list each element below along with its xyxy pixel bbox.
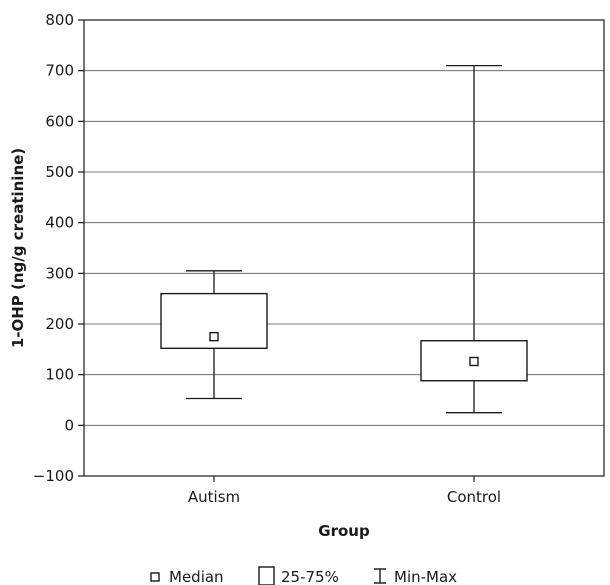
y-axis-title: 1-OHP (ng/g creatinine) — [9, 148, 27, 348]
y-tick-label: 700 — [45, 62, 74, 80]
x-tick-label: Control — [447, 488, 501, 506]
median-marker — [209, 331, 219, 342]
legend-whisker-symbol — [374, 568, 386, 584]
y-tick-label: 500 — [45, 163, 74, 181]
y-axis-ticks: −100 0 100 200 300 400 500 600 700 800 — [33, 11, 84, 485]
median-marker — [469, 356, 479, 367]
legend-box-label: 25-75% — [281, 568, 339, 585]
box-group-control — [420, 64, 528, 414]
plot-frame — [83, 19, 605, 477]
y-tick-label: 800 — [45, 11, 74, 29]
box-series — [160, 64, 528, 414]
legend: Median 25-75% Min-Max — [150, 566, 457, 585]
y-tick-label: 0 — [64, 416, 74, 434]
box-group-autism — [160, 270, 268, 400]
y-tick-label: 300 — [45, 264, 74, 282]
y-tick-label: −100 — [33, 467, 74, 485]
legend-whisker-label: Min-Max — [394, 568, 457, 585]
x-axis-ticks: Autism Control — [188, 476, 501, 506]
x-axis-title: Group — [318, 522, 370, 540]
legend-median-symbol — [150, 572, 160, 582]
y-tick-label: 200 — [45, 315, 74, 333]
legend-box-symbol — [258, 566, 275, 585]
x-tick-label: Autism — [188, 488, 240, 506]
y-tick-label: 100 — [45, 366, 74, 384]
y-tick-label: 600 — [45, 112, 74, 130]
legend-median-label: Median — [169, 568, 224, 585]
y-tick-label: 400 — [45, 214, 74, 232]
